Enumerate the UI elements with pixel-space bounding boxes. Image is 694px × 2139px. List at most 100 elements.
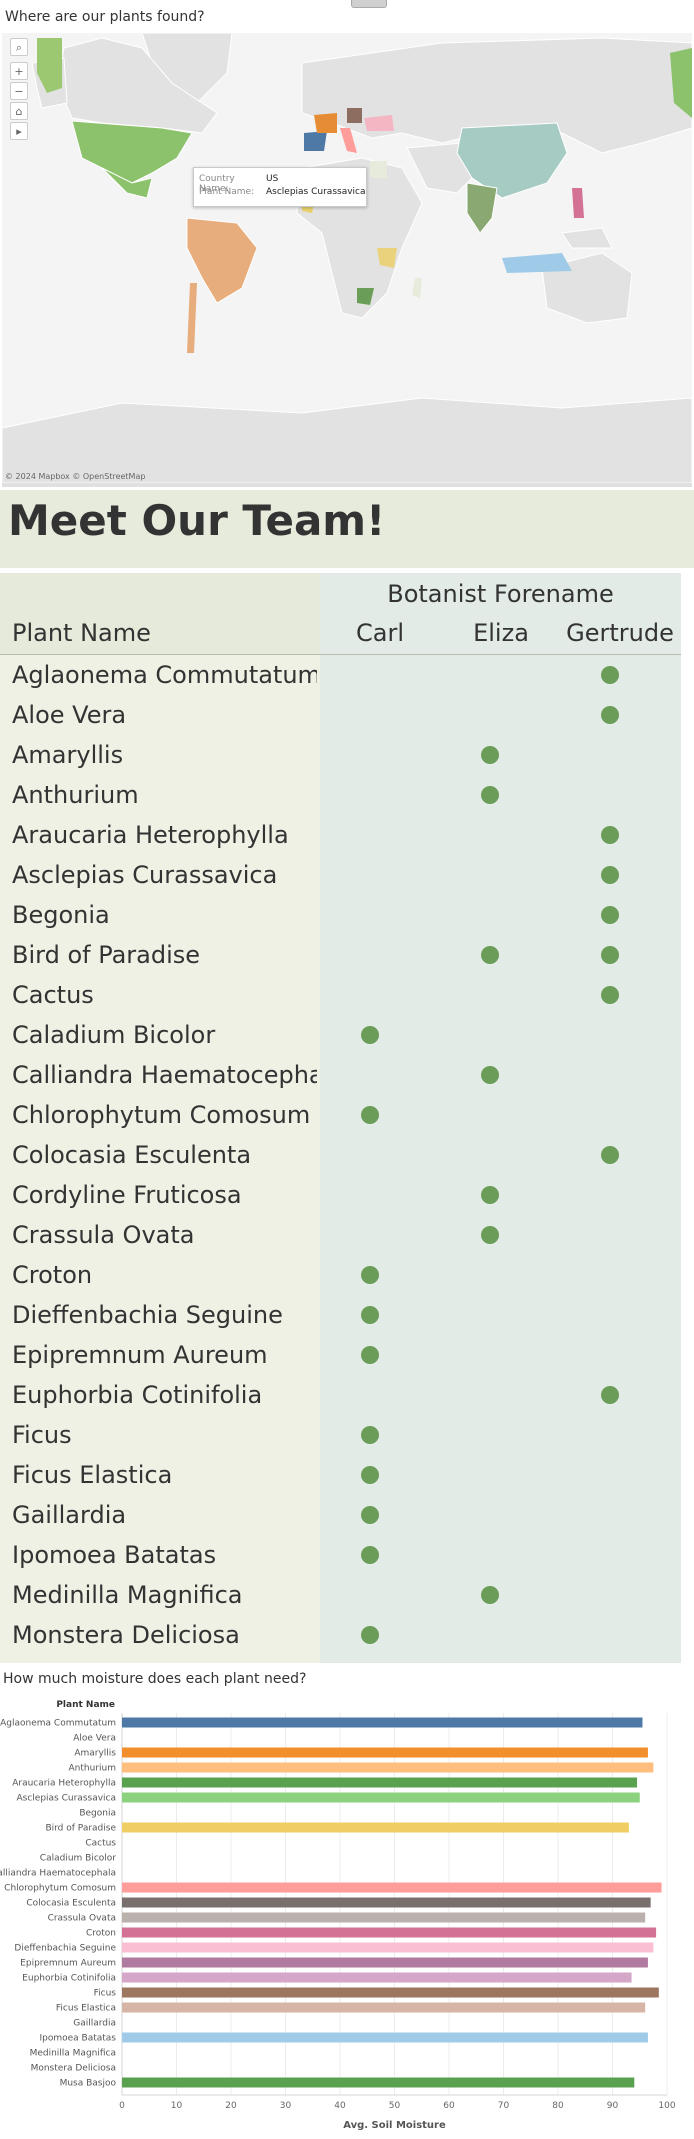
plant-row-label[interactable]: Amaryllis — [12, 741, 124, 769]
team-banner — [0, 490, 694, 568]
bar-category-label: Euphorbia Cotinifolia — [22, 1974, 116, 1984]
plant-row-label[interactable]: Aglaonema Commutatum — [12, 661, 317, 689]
x-tick-label: 40 — [334, 2101, 346, 2111]
x-tick-label: 30 — [280, 2101, 292, 2111]
x-tick-label: 10 — [171, 2101, 183, 2111]
home-icon[interactable]: ⌂ — [10, 102, 28, 120]
moisture-bar[interactable] — [122, 1717, 643, 1728]
assignment-dot-carl[interactable] — [361, 1626, 379, 1644]
expand-icon[interactable]: ▸ — [10, 122, 28, 140]
column-header-gertrude[interactable]: Gertrude — [566, 619, 674, 647]
moisture-bar[interactable] — [122, 1942, 654, 1953]
plant-row-label[interactable]: Euphorbia Cotinifolia — [12, 1381, 263, 1409]
plant-row-label[interactable]: Croton — [12, 1261, 93, 1289]
moisture-bar[interactable] — [122, 2002, 646, 2013]
plant-row-label[interactable]: Aloe Vera — [12, 701, 127, 729]
assignment-dot-gertrude[interactable] — [601, 906, 619, 924]
map-toolbar: ⌕ + − ⌂ ▸ — [10, 38, 28, 142]
assignment-dot-gertrude[interactable] — [601, 946, 619, 964]
assignment-dot-carl[interactable] — [361, 1266, 379, 1284]
top-drag-handle[interactable] — [351, 0, 387, 8]
moisture-bar[interactable] — [122, 1897, 651, 1908]
bar-category-label: Ficus — [94, 1989, 117, 1999]
plant-row-label[interactable]: Cordyline Fruticosa — [12, 1181, 242, 1209]
plant-row-label[interactable]: Bird of Paradise — [12, 941, 201, 969]
assignment-dot-eliza[interactable] — [481, 786, 499, 804]
moisture-bar[interactable] — [122, 2077, 635, 2088]
assignment-dot-eliza[interactable] — [481, 946, 499, 964]
moisture-bar[interactable] — [122, 1822, 629, 1833]
plant-row-label[interactable]: Ipomoea Batatas — [12, 1541, 217, 1569]
bar-category-label: Aglaonema Commutatum — [0, 1719, 116, 1729]
country-italy — [340, 128, 357, 153]
x-axis-title: Avg. Soil Moisture — [343, 2120, 446, 2131]
bar-category-label: Ipomoea Batatas — [39, 2034, 116, 2044]
plant-row-label[interactable]: Begonia — [12, 901, 110, 929]
assignment-dot-carl[interactable] — [361, 1426, 379, 1444]
assignment-dot-eliza[interactable] — [481, 1586, 499, 1604]
assignment-dot-gertrude[interactable] — [601, 826, 619, 844]
moisture-bar[interactable] — [122, 1972, 632, 1983]
moisture-bar[interactable] — [122, 1927, 657, 1938]
assignment-dot-gertrude[interactable] — [601, 866, 619, 884]
plant-row-label[interactable]: Caladium Bicolor — [12, 1021, 216, 1049]
moisture-bar[interactable] — [122, 1762, 654, 1773]
plant-row-label[interactable]: Ficus Elastica — [12, 1461, 173, 1489]
plant-row-label[interactable]: Monstera Deliciosa — [12, 1621, 240, 1649]
plant-row-label[interactable]: Colocasia Esculenta — [12, 1141, 252, 1169]
crosstab-divider — [0, 654, 681, 655]
plant-row-label[interactable]: Cactus — [12, 981, 94, 1009]
assignment-dot-gertrude[interactable] — [601, 1146, 619, 1164]
plant-row-label[interactable]: Epipremnum Aureum — [12, 1341, 268, 1369]
moisture-bar[interactable] — [122, 1777, 638, 1788]
moisture-bar[interactable] — [122, 1882, 662, 1893]
assignment-dot-gertrude[interactable] — [601, 706, 619, 724]
column-header-eliza[interactable]: Eliza — [473, 619, 529, 647]
moisture-chart[interactable]: Plant Name Aglaonema Commutatum Aloe Vera A… — [0, 1695, 694, 2135]
moisture-bar[interactable] — [122, 1747, 648, 1758]
moisture-bar[interactable] — [122, 2032, 648, 2043]
plant-row-label[interactable]: Crassula Ovata — [12, 1221, 195, 1249]
bar-category-label: Begonia — [79, 1809, 116, 1819]
moisture-bar[interactable] — [122, 1957, 648, 1968]
search-icon[interactable]: ⌕ — [10, 38, 28, 56]
plant-name-header[interactable]: Plant Name — [12, 619, 151, 647]
map-canvas — [2, 33, 692, 483]
x-tick-label: 0 — [119, 2101, 125, 2111]
assignment-dot-gertrude[interactable] — [601, 986, 619, 1004]
zoom-out-icon[interactable]: − — [10, 82, 28, 100]
assignment-dot-carl[interactable] — [361, 1306, 379, 1324]
assignment-dot-carl[interactable] — [361, 1466, 379, 1484]
assignment-dot-carl[interactable] — [361, 1346, 379, 1364]
zoom-in-icon[interactable]: + — [10, 62, 28, 80]
plant-row-label[interactable]: Araucaria Heterophylla — [12, 821, 289, 849]
moisture-bar[interactable] — [122, 1912, 646, 1923]
country-southafrica — [357, 288, 374, 305]
map-credit[interactable]: © 2024 Mapbox © OpenStreetMap — [5, 472, 146, 481]
plant-row-label[interactable]: Calliandra Haematocepha.. — [12, 1061, 317, 1089]
assignment-dot-eliza[interactable] — [481, 1186, 499, 1204]
column-header-carl[interactable]: Carl — [356, 619, 404, 647]
country-indonesia — [502, 253, 572, 273]
assignment-dot-carl[interactable] — [361, 1106, 379, 1124]
plant-row-label[interactable]: Medinilla Magnifica — [12, 1581, 243, 1609]
country-usa — [71, 120, 193, 184]
moisture-bar[interactable] — [122, 1792, 640, 1803]
plant-row-label[interactable]: Gaillardia — [12, 1501, 127, 1529]
plant-row-label[interactable]: Ficus — [12, 1421, 72, 1449]
assignment-dot-eliza[interactable] — [481, 746, 499, 764]
assignment-dot-gertrude[interactable] — [601, 666, 619, 684]
assignment-dot-eliza[interactable] — [481, 1066, 499, 1084]
plant-row-label[interactable]: Chlorophytum Comosum — [12, 1101, 311, 1129]
assignment-dot-gertrude[interactable] — [601, 1386, 619, 1404]
world-map[interactable] — [2, 33, 692, 487]
land-masses — [2, 33, 692, 483]
assignment-dot-carl[interactable] — [361, 1026, 379, 1044]
assignment-dot-eliza[interactable] — [481, 1226, 499, 1244]
plant-row-label[interactable]: Dieffenbachia Seguine — [12, 1301, 283, 1329]
plant-row-label[interactable]: Asclepias Curassavica — [12, 861, 278, 889]
plant-row-label[interactable]: Anthurium — [12, 781, 139, 809]
assignment-dot-carl[interactable] — [361, 1546, 379, 1564]
moisture-bar[interactable] — [122, 1987, 659, 1998]
assignment-dot-carl[interactable] — [361, 1506, 379, 1524]
